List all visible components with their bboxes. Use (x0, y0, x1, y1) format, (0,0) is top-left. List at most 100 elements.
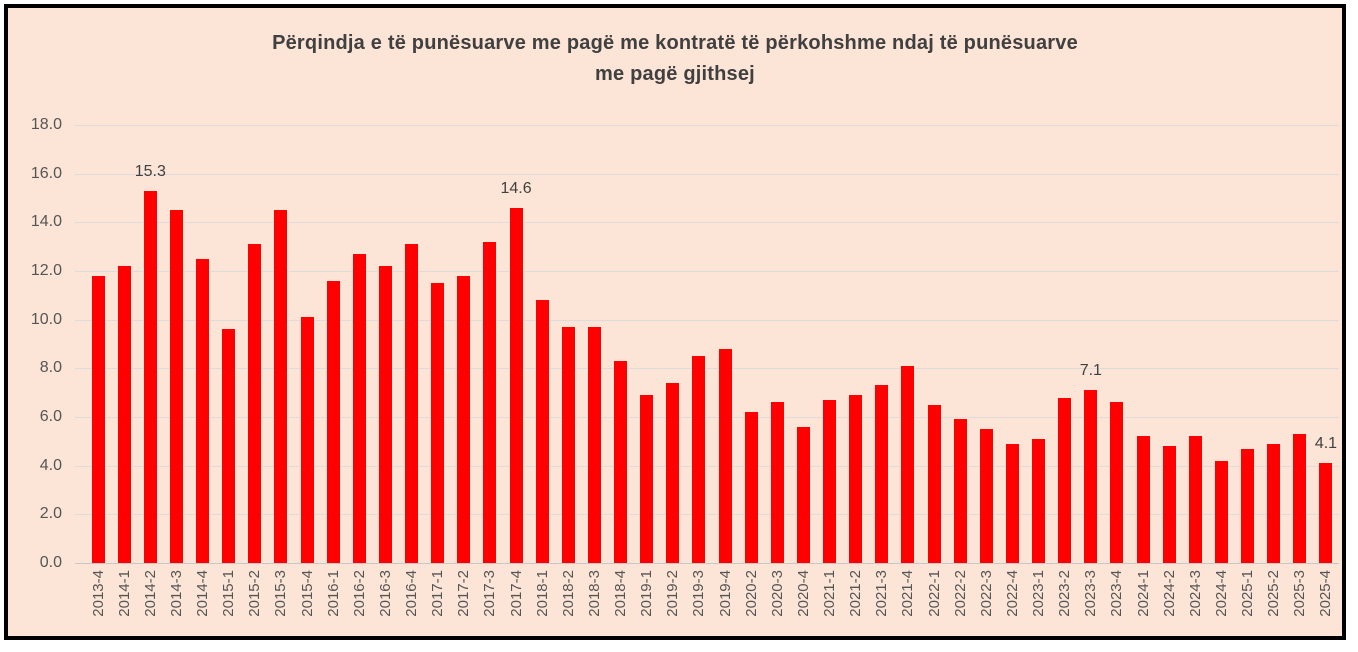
bar (1162, 446, 1176, 563)
x-tick-label: 2018-4 (612, 570, 630, 617)
x-tick-label: 2025-3 (1291, 570, 1309, 617)
chart-frame: Përqindja e të punësuarve me pagë me kon… (4, 4, 1346, 640)
bar (535, 300, 549, 563)
bar-slot (738, 125, 764, 563)
x-tick-label: 2022-2 (951, 570, 969, 617)
gridline (75, 368, 1339, 370)
x-tick-label: 2017-1 (429, 570, 447, 617)
bar (196, 258, 210, 563)
y-tick-label: 4.0 (39, 456, 62, 474)
bar (1032, 438, 1046, 563)
bar (300, 317, 314, 563)
gridline (75, 465, 1339, 467)
bar-slot (216, 125, 242, 563)
bar-slot (895, 125, 921, 563)
bar (561, 326, 575, 563)
y-tick-label: 0.0 (39, 554, 62, 571)
bar (640, 395, 654, 563)
bar (692, 356, 706, 563)
bar-slot (686, 125, 712, 563)
bar-slot (921, 125, 947, 563)
x-tick-label: 2025-1 (1239, 570, 1257, 617)
bar (1058, 397, 1072, 563)
x-tick-label: 2016-1 (324, 570, 342, 617)
x-tick-label: 2015-4 (298, 570, 316, 617)
x-tick-label: 2021-2 (847, 570, 865, 617)
x-tick-label: 2016-3 (376, 570, 394, 617)
bar-slot (608, 125, 634, 563)
bar-slot (268, 125, 294, 563)
x-tick-label: 2024-2 (1160, 570, 1178, 617)
bar-value-label: 15.3 (134, 162, 166, 180)
bar-slot (399, 125, 425, 563)
bar-slot (346, 125, 372, 563)
gridline (75, 271, 1339, 272)
bar (1084, 390, 1098, 563)
bar (849, 395, 863, 563)
gridline (75, 222, 1339, 224)
plot-area: 15.3 14.6 7.1 4.1 (75, 125, 1339, 564)
bar (457, 275, 471, 563)
bar (378, 266, 392, 563)
x-tick-label: 2022-3 (977, 570, 995, 617)
bar (405, 244, 419, 563)
bar (927, 404, 941, 563)
x-axis: 2013-4 2014-1 2014-2 2014-3 2014-4 2015-1 2015… (85, 570, 1339, 638)
bar-slot (999, 125, 1025, 563)
bar (718, 348, 732, 563)
x-tick-label: 2017-3 (481, 570, 499, 617)
bar-slot (163, 125, 189, 563)
bar (1293, 434, 1307, 563)
gridline (75, 125, 1339, 126)
bar-slot (1287, 125, 1313, 563)
x-tick-label: 2021-3 (873, 570, 891, 617)
bar-slot (1052, 125, 1078, 563)
bar-slot (1156, 125, 1182, 563)
x-tick-label: 2023-2 (1056, 570, 1074, 617)
y-tick-label: 2.0 (39, 505, 62, 523)
bar-slot: 14.6 (500, 125, 532, 563)
bar-slot (242, 125, 268, 563)
bar-slot (555, 125, 581, 563)
bar (953, 419, 967, 563)
bar (901, 365, 915, 563)
bar-series: 15.3 14.6 7.1 4.1 (85, 125, 1339, 563)
bar (431, 283, 445, 563)
bar (1188, 436, 1202, 563)
x-tick-label: 2015-3 (272, 570, 290, 617)
gridline (75, 173, 1339, 175)
x-tick-label: 2021-4 (899, 570, 917, 617)
bar-slot (1130, 125, 1156, 563)
x-tick-label: 2021-1 (821, 570, 839, 617)
bar-slot: 7.1 (1078, 125, 1104, 563)
x-axis-line (75, 563, 1339, 564)
x-tick-label: 2013-4 (89, 570, 107, 617)
y-tick-label: 18.0 (30, 116, 62, 133)
bar (587, 326, 601, 563)
bar-slot (1182, 125, 1208, 563)
gridline (75, 514, 1339, 516)
bar-slot (1235, 125, 1261, 563)
bar (1319, 463, 1333, 563)
bar (274, 210, 288, 563)
y-tick-label: 16.0 (30, 164, 62, 182)
bar (666, 382, 680, 563)
y-tick-label: 12.0 (30, 262, 62, 279)
bar-slot (294, 125, 320, 563)
bar-slot (581, 125, 607, 563)
x-tick-label: 2019-2 (664, 570, 682, 617)
bar-slot (869, 125, 895, 563)
bar (143, 190, 157, 563)
bar-value-label: 7.1 (1079, 362, 1102, 380)
x-tick-label: 2015-2 (246, 570, 264, 617)
bar (1241, 448, 1255, 563)
bar (91, 275, 105, 563)
bar-value-label: 4.1 (1314, 435, 1338, 453)
bar (744, 412, 758, 563)
bar-slot (451, 125, 477, 563)
x-tick-label: 2024-1 (1134, 570, 1152, 617)
x-tick-label: 2022-1 (925, 570, 943, 617)
bar-slot (947, 125, 973, 563)
bar (1214, 460, 1228, 563)
bar-slot (1261, 125, 1287, 563)
